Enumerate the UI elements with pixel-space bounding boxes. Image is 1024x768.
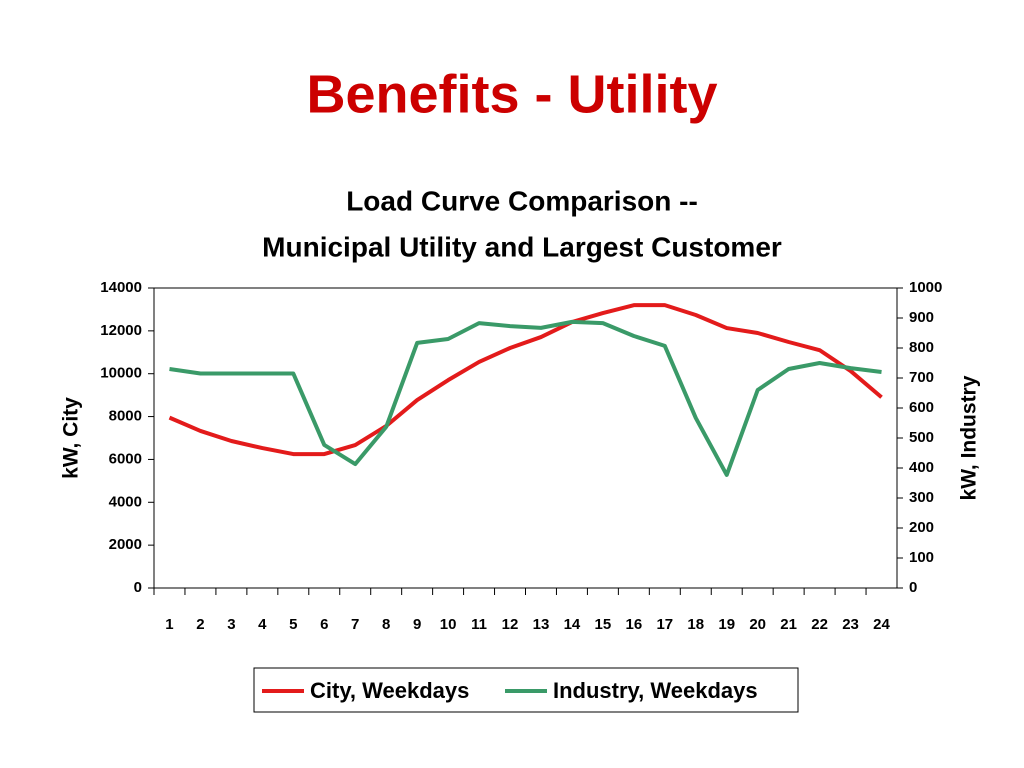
x-tick-label: 13	[533, 616, 550, 633]
plot-area	[153, 287, 898, 589]
x-tick-label: 8	[382, 616, 390, 633]
x-tick-label: 14	[564, 616, 581, 633]
line-series	[168, 303, 883, 457]
y-tick-label: 0	[134, 579, 142, 596]
x-tick-label: 22	[811, 616, 828, 633]
y2-tick-label: 700	[909, 369, 934, 386]
y2-tick-label: 600	[909, 399, 934, 416]
y2-tick-label: 900	[909, 309, 934, 326]
y-tick-label: 4000	[109, 493, 142, 510]
x-tick-label: 9	[413, 616, 421, 633]
y-tick-label: 10000	[100, 365, 142, 382]
x-tick-label: 7	[351, 616, 359, 633]
legend-label: City, Weekdays	[310, 678, 469, 703]
x-tick-label: 23	[842, 616, 859, 633]
y-tick-label: 2000	[109, 536, 142, 553]
x-tick-label: 10	[440, 616, 457, 633]
x-tick-label: 4	[258, 616, 267, 633]
y2-tick-label: 400	[909, 459, 934, 476]
x-tick-label: 3	[227, 616, 235, 633]
x-tick-label: 20	[749, 616, 766, 633]
x-tick-label: 15	[595, 616, 612, 633]
y-tick-label: 14000	[100, 279, 142, 296]
y2-tick-label: 800	[909, 339, 934, 356]
y2-tick-label: 100	[909, 549, 934, 566]
chart-subtitle: Municipal Utility and Largest Customer	[262, 231, 782, 262]
x-tick-label: 2	[196, 616, 204, 633]
y2-axis-label: kW, Industry	[958, 375, 981, 500]
y2-tick-label: 1000	[909, 279, 942, 296]
y2-tick-label: 200	[909, 519, 934, 536]
y2-tick-label: 500	[909, 429, 934, 446]
x-tick-label: 1	[165, 616, 173, 633]
line-series	[169, 319, 882, 477]
y-tick-label: 6000	[109, 450, 142, 467]
x-tick-label: 18	[687, 616, 704, 633]
x-tick-label: 6	[320, 616, 328, 633]
x-tick-label: 19	[718, 616, 735, 633]
legend-label: Industry, Weekdays	[553, 678, 758, 703]
y2-tick-label: 300	[909, 489, 934, 506]
x-tick-label: 11	[471, 616, 487, 633]
y-tick-label: 8000	[109, 408, 142, 425]
x-tick-label: 17	[656, 616, 673, 633]
x-tick-label: 16	[626, 616, 643, 633]
y-axis-label: kW, City	[60, 397, 83, 479]
x-tick-label: 24	[873, 616, 890, 633]
slide-title: Benefits - Utility	[306, 64, 717, 124]
x-tick-label: 12	[502, 616, 519, 633]
y-tick-label: 12000	[100, 322, 142, 339]
x-tick-label: 21	[780, 616, 797, 633]
chart-title: Load Curve Comparison --	[346, 185, 698, 216]
x-tick-label: 5	[289, 616, 297, 633]
y2-tick-label: 0	[909, 579, 917, 596]
